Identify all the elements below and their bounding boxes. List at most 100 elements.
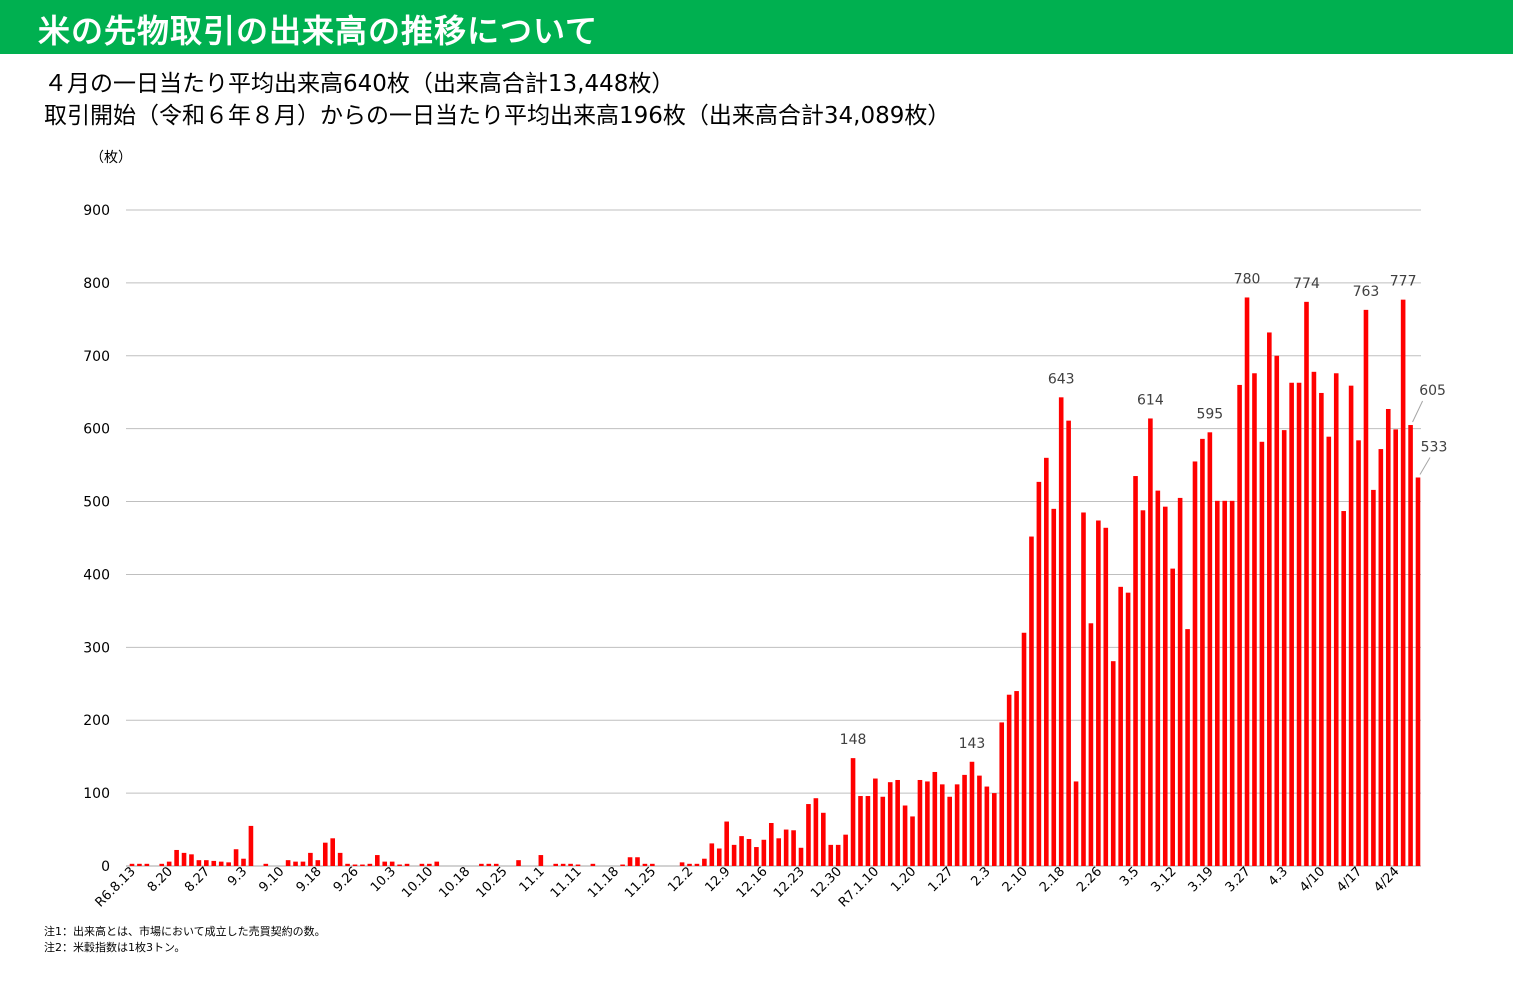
x-tick-label: 2.18 [1037,864,1068,895]
bar [360,864,365,866]
bar [984,786,990,866]
x-tick-label: 3.19 [1186,864,1217,895]
bar [679,862,685,866]
bar [352,864,358,866]
bar [308,852,313,866]
bar [858,796,863,866]
bar [991,793,997,866]
bar [865,796,871,866]
bar [1333,373,1339,866]
bar [999,722,1005,866]
bar [1393,429,1398,866]
bar [479,863,484,866]
bar [159,863,165,866]
bar [754,847,759,866]
bar [768,822,774,866]
bar [367,863,373,866]
bar [434,861,440,866]
data-labels: 148 143 643 614 595 780 774 763 777 605 533 [840,271,1448,751]
bar [731,844,737,866]
bar [516,860,521,866]
x-tick-label: 4/24 [1371,864,1402,895]
x-tick-label: 8.20 [145,864,176,895]
x-tick-label: 4/17 [1334,864,1365,895]
bar [1378,449,1384,866]
bar [761,839,767,866]
bar [776,838,782,866]
x-tick-label: 10.10 [399,864,436,901]
bar [932,771,938,866]
bar [1281,430,1287,866]
bar [1229,500,1235,866]
x-tick-label: R6.8.13 [93,864,139,910]
bar [389,861,395,866]
bars [129,297,1421,867]
bar [925,781,930,866]
bar [211,860,217,866]
bar [1185,629,1190,866]
bar [1155,490,1161,866]
bar [1044,457,1049,866]
data-label: 774 [1293,276,1320,292]
bar [1192,461,1198,866]
data-label: 763 [1353,284,1380,300]
bar [1252,373,1257,866]
bar [709,843,715,866]
bar [1125,592,1131,866]
bar [1058,397,1064,866]
bar [1341,511,1346,866]
bar [620,864,625,866]
bar [248,825,254,866]
bar [850,758,856,866]
bar [300,861,306,866]
bar [137,863,142,866]
bar [821,812,826,866]
y-tick-label: 0 [101,859,110,875]
bar [196,860,202,866]
bar [746,839,752,866]
bar [419,863,425,866]
x-tick-label: 12.9 [702,864,733,895]
bar [917,779,923,866]
bar [1267,332,1272,866]
bar [427,863,432,866]
x-tick-label: 10.25 [474,864,511,901]
bar [174,849,179,866]
x-tick-label: 12.16 [734,864,771,901]
bar [568,863,573,866]
x-tick-label: R7.1.10 [836,864,882,910]
bar [1356,440,1361,866]
x-tick-label: 1.27 [925,864,956,895]
y-axis-ticks: 0 100 200 300 400 500 600 700 800 900 [83,203,110,875]
bar [716,848,722,866]
bar [1096,520,1101,866]
bar [1162,506,1168,866]
bar [1319,392,1324,866]
x-tick-label: 8.27 [182,864,213,895]
bar [263,863,269,866]
data-label: 595 [1196,406,1223,422]
bar [1415,477,1421,866]
bar [1140,510,1146,866]
x-tick-label: 11.25 [622,864,659,901]
bar [345,863,350,866]
bar [939,784,945,866]
bar [1133,476,1138,866]
bar [962,774,967,866]
bar [1259,441,1265,866]
bar [1326,436,1332,866]
bar [1029,536,1034,866]
bar [687,863,692,866]
bar [1118,586,1123,866]
bar [293,861,298,866]
bar [642,863,648,866]
y-tick-label: 800 [83,276,110,292]
bar [1006,694,1012,866]
bar [947,796,952,866]
y-tick-label: 700 [83,349,110,365]
bar [560,863,566,866]
bar [166,861,172,866]
bar [330,838,336,866]
data-label: 143 [959,736,986,752]
bar [627,857,633,866]
